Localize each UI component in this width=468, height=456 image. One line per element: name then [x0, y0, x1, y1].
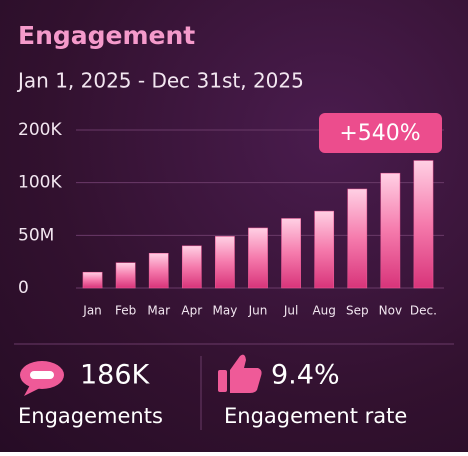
x-tick-label: Jan	[82, 304, 102, 318]
x-tick-label: Apr	[181, 304, 202, 318]
x-tick-label: Aug	[312, 304, 335, 318]
x-tick-label: Jun	[248, 304, 268, 318]
y-tick-label: 0	[18, 278, 29, 298]
y-tick-label: 100K	[18, 173, 62, 193]
bar	[82, 271, 103, 289]
bar	[215, 236, 235, 289]
bar	[148, 252, 169, 289]
title: Engagement	[18, 21, 195, 50]
x-tick-label: May	[213, 304, 238, 318]
bar	[347, 188, 368, 289]
x-tick-label: Dec.	[410, 304, 437, 318]
badge-text: +540%	[339, 121, 420, 146]
bar	[115, 262, 136, 289]
stat-label: Engagements	[18, 404, 163, 428]
y-tick-label: 200K	[18, 120, 62, 140]
bar	[380, 172, 401, 289]
chat-icon	[20, 361, 64, 396]
x-tick-label: Sep	[346, 304, 369, 318]
bar	[413, 160, 434, 289]
x-tick-label: Mar	[147, 304, 170, 318]
x-tick-label: Jul	[283, 304, 298, 318]
bar	[248, 227, 268, 289]
x-tick-label: Feb	[115, 304, 136, 318]
bar	[314, 210, 335, 289]
x-tick-label: Nov	[379, 304, 402, 318]
stat-label: Engagement rate	[224, 404, 407, 428]
stat-value: 9.4%	[271, 360, 340, 391]
badge	[319, 113, 442, 153]
plot: 0 50M 100K 200K Jan Feb Mar Apr May Jun Jul Aug Sep N…	[18, 120, 444, 318]
thumb-icon	[218, 354, 262, 393]
subtitle: Jan 1, 2025 - Dec 31st, 2025	[16, 69, 304, 93]
stat-value: 186K	[80, 360, 151, 391]
y-tick-label: 50M	[18, 225, 54, 245]
bar	[181, 245, 202, 289]
bar	[281, 218, 301, 289]
